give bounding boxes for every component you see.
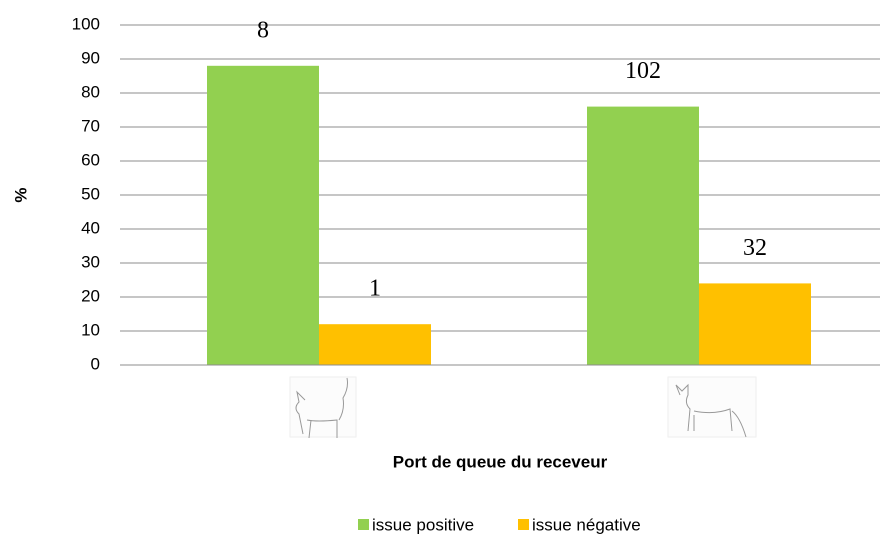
y-tick-label: 40: [81, 218, 100, 237]
y-tick-label: 0: [91, 354, 100, 373]
bar: [699, 283, 811, 365]
data-label: 1: [369, 276, 381, 302]
y-tick-label: 10: [81, 320, 100, 339]
y-tick-label: 60: [81, 150, 100, 169]
y-tick-label: 20: [81, 286, 100, 305]
y-tick-label: 80: [81, 82, 100, 101]
legend-label: issue négative: [532, 515, 641, 534]
y-tick-label: 90: [81, 48, 100, 67]
data-label: 102: [625, 58, 661, 84]
y-tick-label: 50: [81, 184, 100, 203]
legend-swatch: [518, 519, 529, 530]
legend-label: issue positive: [372, 515, 474, 534]
cat-icon-low-tail: [667, 376, 757, 438]
bar: [587, 106, 699, 365]
bar: [319, 324, 431, 365]
x-axis-title: Port de queue du receveur: [393, 452, 608, 471]
y-tick-label: 100: [72, 14, 100, 33]
bar: [207, 65, 319, 366]
cat-icon-upright-tail: [289, 376, 357, 439]
y-tick-label: 70: [81, 116, 100, 135]
data-label: 32: [743, 235, 767, 261]
y-axis-title: %: [11, 187, 30, 202]
data-label: 8: [257, 17, 269, 43]
legend-swatch: [358, 519, 369, 530]
y-tick-label: 30: [81, 252, 100, 271]
